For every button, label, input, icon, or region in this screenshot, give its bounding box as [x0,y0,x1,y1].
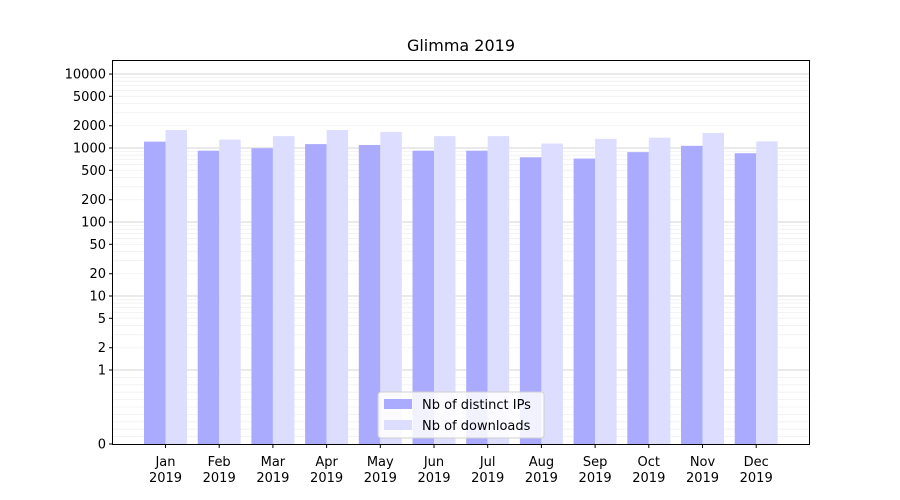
y-tick-label: 20 [89,267,106,282]
chart-title: Glimma 2019 [407,36,515,55]
plot-frame [112,60,810,445]
bar [358,144,381,445]
x-tick-label: Oct 2019 [632,455,665,486]
bar [272,136,295,444]
bar [627,152,649,444]
y-tick-label: 10000 [65,68,106,83]
bar [541,143,563,445]
x-tick-label: Apr 2019 [310,455,343,486]
x-tick-label: Mar 2019 [256,455,289,486]
y-tick-label: 1 [98,364,106,379]
y-axis: 0 1 2 5 10 20 50 100 200 500 1000 2000 5000 10000 [65,68,113,453]
x-tick-label: Jul 2019 [471,455,504,486]
legend-label: Nb of downloads [422,419,531,434]
x-tick-label: Aug 2019 [525,455,558,486]
bar [573,158,596,444]
bar [412,150,434,444]
bar [305,144,327,444]
y-tick-label: 2 [98,341,106,356]
y-tick-label: 2000 [73,119,106,134]
y-tick-label: 50 [89,238,106,253]
y-tick-label: 5000 [73,90,106,105]
bar [219,139,241,444]
x-tick-label: May 2019 [364,455,397,486]
x-tick-label: Jan 2019 [149,455,182,486]
bar [648,137,671,445]
y-tick-label: 100 [81,216,106,231]
bar [681,145,703,444]
bar [380,131,402,444]
bars [144,130,778,445]
y-tick-label: 5 [98,312,106,327]
legend-label: Nb of distinct IPs [422,398,531,413]
y-tick-label: 500 [81,164,106,179]
bar [144,141,166,444]
bar [702,132,724,444]
legend: Nb of distinct IPs Nb of downloads [377,391,545,439]
bar [487,136,510,444]
bar [734,153,757,445]
x-axis: Jan 2019 Feb 2019 Mar 2019 Apr 2019 May 2019 Jun 20… [149,444,773,486]
bar [434,136,456,444]
y-tick-label: 0 [98,438,106,453]
bar [756,141,778,444]
y-tick-label: 10 [89,290,106,305]
bar [595,138,617,444]
bar [326,130,349,444]
legend-box [377,391,545,439]
x-tick-label: Sep 2019 [579,455,612,486]
x-tick-label: Dec 2019 [740,455,773,486]
bar [466,150,488,444]
legend-swatch [384,420,412,430]
bar [197,150,220,444]
x-tick-label: Feb 2019 [203,455,236,486]
y-tick-label: 1000 [73,142,106,157]
legend-swatch [384,399,412,409]
x-tick-label: Nov 2019 [686,455,719,486]
x-tick-label: Jun 2019 [417,455,450,486]
bar [165,130,187,444]
bar [519,157,542,444]
bar [251,148,273,444]
y-tick-label: 200 [81,193,106,208]
